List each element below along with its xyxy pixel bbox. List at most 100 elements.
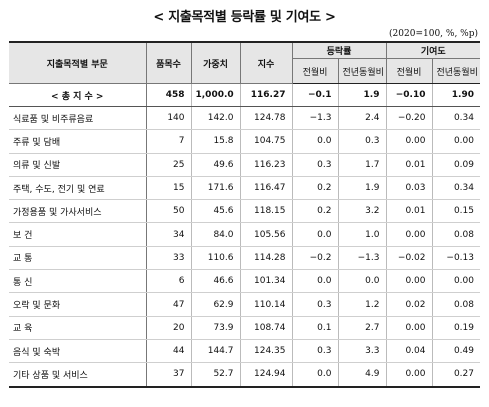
row-label: 통 신 bbox=[9, 269, 147, 294]
cell-change-mom: 0.2 bbox=[291, 176, 338, 201]
total-row: < 총 지 수 > 458 1,000.0 116.27 −0.1 1.9 −0… bbox=[9, 83, 480, 107]
table-row: 교 육 20 73.9 108.74 0.1 2.7 0.00 0.19 bbox=[9, 316, 480, 340]
cell-contrib-mom: 0.00 bbox=[385, 222, 432, 247]
cell-items: 458 bbox=[146, 83, 191, 107]
cell-items: 6 bbox=[146, 269, 191, 294]
header-items: 품목수 bbox=[146, 41, 191, 84]
unit-note: (2020=100, %, %p) bbox=[389, 29, 478, 39]
cell-contrib-mom: 0.00 bbox=[385, 316, 432, 340]
cell-change-mom: 0.0 bbox=[291, 362, 338, 388]
cell-weight: 49.6 bbox=[190, 153, 240, 177]
table-row: 통 신 6 46.6 101.34 0.0 0.0 0.00 0.00 bbox=[9, 269, 480, 294]
cell-contrib-mom: 0.04 bbox=[385, 339, 432, 364]
page-title: < 지출목적별 등락률 및 기여도 > bbox=[153, 10, 336, 25]
cell-contrib-mom: −0.20 bbox=[385, 106, 432, 131]
cell-items: 140 bbox=[146, 106, 191, 131]
row-label: 식료품 및 비주류음료 bbox=[9, 106, 147, 131]
cell-contrib-mom: −0.10 bbox=[385, 83, 432, 107]
cell-contrib-mom: 0.00 bbox=[385, 129, 432, 154]
cell-contrib-yoy: 1.90 bbox=[431, 83, 480, 107]
cell-items: 47 bbox=[146, 292, 191, 317]
row-label: < 총 지 수 > bbox=[9, 83, 147, 107]
cell-contrib-mom: 0.00 bbox=[385, 362, 432, 388]
table-row: 보 건 34 84.0 105.56 0.0 1.0 0.00 0.08 bbox=[9, 222, 480, 247]
header-contrib-group: 기여도 bbox=[385, 41, 480, 59]
header-weight: 가중치 bbox=[190, 41, 240, 84]
cell-index: 116.47 bbox=[239, 176, 292, 201]
table-row: 가정용품 및 가사서비스 50 45.6 118.15 0.2 3.2 0.01 0.15 bbox=[9, 199, 480, 224]
table-row: 식료품 및 비주류음료 140 142.0 124.78 −1.3 2.4 −0.20 0.3… bbox=[9, 106, 480, 131]
cell-change-mom: 0.0 bbox=[291, 269, 338, 294]
header-contrib-yoy: 전년동월비 bbox=[431, 58, 480, 84]
cell-contrib-yoy: −0.13 bbox=[431, 246, 480, 271]
cell-change-mom: 0.0 bbox=[291, 222, 338, 247]
cell-index: 110.14 bbox=[239, 292, 292, 317]
table-row: 기타 상품 및 서비스 37 52.7 124.94 0.0 4.9 0.00 0.27 bbox=[9, 362, 480, 388]
cell-index: 124.94 bbox=[239, 362, 292, 388]
cell-contrib-yoy: 0.34 bbox=[431, 106, 480, 131]
cell-contrib-yoy: 0.08 bbox=[431, 222, 480, 247]
cell-index: 108.74 bbox=[239, 316, 292, 340]
cell-contrib-yoy: 0.27 bbox=[431, 362, 480, 388]
cell-change-yoy: 3.3 bbox=[337, 339, 386, 364]
header-change-yoy: 전년동월비 bbox=[337, 58, 386, 84]
cell-change-yoy: 1.9 bbox=[337, 83, 386, 107]
cell-contrib-yoy: 0.19 bbox=[431, 316, 480, 340]
cell-items: 37 bbox=[146, 362, 191, 388]
cell-index: 118.15 bbox=[239, 199, 292, 224]
row-label: 주류 및 담배 bbox=[9, 129, 147, 154]
row-label: 음식 및 숙박 bbox=[9, 339, 147, 364]
cell-items: 33 bbox=[146, 246, 191, 271]
cell-change-mom: 0.1 bbox=[291, 316, 338, 340]
cell-index: 101.34 bbox=[239, 269, 292, 294]
cell-contrib-mom: 0.01 bbox=[385, 153, 432, 177]
cell-change-mom: 0.2 bbox=[291, 199, 338, 224]
cell-change-yoy: 2.7 bbox=[337, 316, 386, 340]
cell-change-mom: 0.3 bbox=[291, 153, 338, 177]
cell-weight: 15.8 bbox=[190, 129, 240, 154]
cell-contrib-mom: 0.02 bbox=[385, 292, 432, 317]
cell-contrib-yoy: 0.15 bbox=[431, 199, 480, 224]
row-label: 교 육 bbox=[9, 316, 147, 340]
table-row: 의류 및 신발 25 49.6 116.23 0.3 1.7 0.01 0.09 bbox=[9, 153, 480, 177]
row-label: 의류 및 신발 bbox=[9, 153, 147, 177]
row-label: 교 통 bbox=[9, 246, 147, 271]
table-row: 주택, 수도, 전기 및 연료 15 171.6 116.47 0.2 1.9 0.03 0.… bbox=[9, 176, 480, 201]
cell-contrib-mom: −0.02 bbox=[385, 246, 432, 271]
cell-change-mom: −0.2 bbox=[291, 246, 338, 271]
cell-contrib-yoy: 0.49 bbox=[431, 339, 480, 364]
row-label: 오락 및 문화 bbox=[9, 292, 147, 317]
cell-items: 25 bbox=[146, 153, 191, 177]
cell-change-mom: 0.3 bbox=[291, 292, 338, 317]
cell-change-yoy: 1.9 bbox=[337, 176, 386, 201]
cell-weight: 46.6 bbox=[190, 269, 240, 294]
cell-weight: 110.6 bbox=[190, 246, 240, 271]
cell-change-yoy: 3.2 bbox=[337, 199, 386, 224]
header-index: 지수 bbox=[239, 41, 292, 84]
cell-index: 114.28 bbox=[239, 246, 292, 271]
cell-weight: 171.6 bbox=[190, 176, 240, 201]
cell-contrib-yoy: 0.09 bbox=[431, 153, 480, 177]
row-label: 주택, 수도, 전기 및 연료 bbox=[9, 176, 147, 201]
cell-weight: 1,000.0 bbox=[190, 83, 240, 107]
table-row: 교 통 33 110.6 114.28 −0.2 −1.3 −0.02 −0.13 bbox=[9, 246, 480, 271]
cell-index: 116.27 bbox=[239, 83, 292, 107]
cell-contrib-mom: 0.03 bbox=[385, 176, 432, 201]
cell-change-mom: −1.3 bbox=[291, 106, 338, 131]
cell-change-mom: 0.3 bbox=[291, 339, 338, 364]
cell-items: 15 bbox=[146, 176, 191, 201]
cell-contrib-mom: 0.01 bbox=[385, 199, 432, 224]
cell-index: 104.75 bbox=[239, 129, 292, 154]
header-change-mom: 전월비 bbox=[291, 58, 338, 84]
cell-items: 50 bbox=[146, 199, 191, 224]
table-row: 오락 및 문화 47 62.9 110.14 0.3 1.2 0.02 0.08 bbox=[9, 292, 480, 317]
cell-weight: 45.6 bbox=[190, 199, 240, 224]
cell-index: 124.35 bbox=[239, 339, 292, 364]
cell-change-yoy: 1.0 bbox=[337, 222, 386, 247]
cell-items: 20 bbox=[146, 316, 191, 340]
cell-change-mom: 0.0 bbox=[291, 129, 338, 154]
cell-contrib-yoy: 0.00 bbox=[431, 269, 480, 294]
cell-change-yoy: −1.3 bbox=[337, 246, 386, 271]
cell-weight: 62.9 bbox=[190, 292, 240, 317]
cell-change-yoy: 2.4 bbox=[337, 106, 386, 131]
